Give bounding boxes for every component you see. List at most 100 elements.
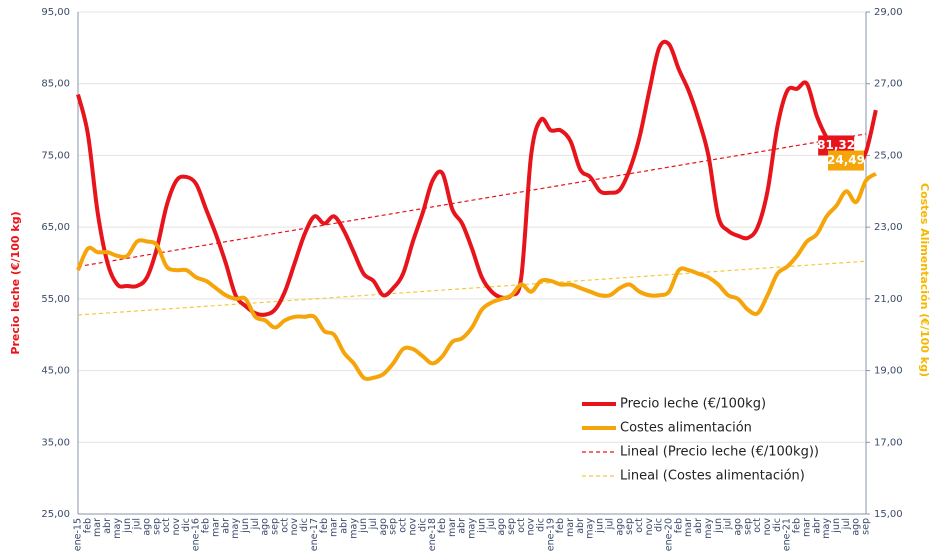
- x-tick-label: dic: [535, 518, 546, 532]
- x-tick-label: jun: [713, 518, 724, 534]
- x-tick-label: abr: [575, 518, 586, 534]
- legend-label: Costes alimentación: [620, 421, 752, 436]
- x-tick-label: mar: [565, 518, 576, 537]
- x-tick-label: mar: [683, 518, 694, 537]
- x-tick-label: jul: [368, 518, 379, 530]
- x-tick-label: jul: [132, 518, 143, 530]
- data-label-box: [828, 150, 864, 171]
- x-tick-label: ene-18: [427, 518, 438, 551]
- y2-tick-label: 23,00: [874, 222, 903, 233]
- x-tick-label: nov: [644, 518, 655, 536]
- x-tick-label: mar: [92, 518, 103, 537]
- x-tick-label: ago: [260, 518, 271, 536]
- x-tick-label: oct: [634, 518, 645, 533]
- x-tick-label: dic: [772, 518, 783, 532]
- x-tick-label: abr: [457, 518, 468, 534]
- x-tick-label: feb: [673, 518, 684, 533]
- x-tick-label: may: [821, 518, 832, 539]
- legend-label: Lineal (Costes alimentación): [620, 469, 805, 484]
- x-tick-label: ene-17: [309, 518, 320, 551]
- y2-tick-label: 29,00: [874, 7, 903, 18]
- series-line: [76, 39, 878, 317]
- x-tick-label: dic: [417, 518, 428, 532]
- x-tick-label: jun: [595, 518, 606, 534]
- x-tick-label: abr: [102, 518, 113, 534]
- x-tick-label: ago: [614, 518, 625, 536]
- y-tick-label: 95,00: [41, 7, 70, 18]
- x-tick-label: nov: [762, 518, 773, 536]
- x-tick-label: jun: [240, 518, 251, 534]
- data-label: 81,32: [817, 138, 855, 152]
- x-tick-label: feb: [82, 518, 93, 533]
- x-tick-label: mar: [210, 518, 221, 537]
- x-tick-label: jul: [723, 518, 734, 530]
- x-tick-label: ene-15: [73, 518, 84, 551]
- x-tick-label: jun: [476, 518, 487, 534]
- x-tick-label: nov: [289, 518, 300, 536]
- x-tick-label: dic: [299, 518, 310, 532]
- x-tick-label: ago: [851, 518, 862, 536]
- x-tick-label: may: [230, 518, 241, 539]
- y2-tick-label: 27,00: [874, 79, 903, 90]
- x-tick-label: jun: [358, 518, 369, 534]
- x-tick-label: oct: [516, 518, 527, 533]
- y-tick-label: 65,00: [41, 222, 70, 233]
- y2-tick-label: 17,00: [874, 437, 903, 448]
- x-tick-label: oct: [752, 518, 763, 533]
- x-tick-label: may: [112, 518, 123, 539]
- x-tick-label: ago: [732, 518, 743, 536]
- x-tick-label: mar: [447, 518, 458, 537]
- x-tick-label: sep: [861, 518, 872, 535]
- x-tick-label: abr: [338, 518, 349, 534]
- x-tick-label: may: [348, 518, 359, 539]
- x-tick-label: sep: [151, 518, 162, 535]
- x-tick-label: sep: [624, 518, 635, 535]
- x-tick-label: abr: [811, 518, 822, 534]
- x-tick-label: feb: [201, 518, 212, 533]
- x-tick-label: ago: [496, 518, 507, 536]
- y-axis-title: Precio leche (€/100 kg): [9, 211, 22, 354]
- y-tick-label: 75,00: [41, 150, 70, 161]
- x-tick-label: sep: [742, 518, 753, 535]
- x-tick-label: abr: [220, 518, 231, 534]
- x-tick-label: feb: [319, 518, 330, 533]
- x-tick-label: ene-19: [545, 518, 556, 551]
- y-tick-label: 85,00: [41, 79, 70, 90]
- x-tick-label: may: [703, 518, 714, 539]
- trendline: [77, 260, 867, 316]
- x-tick-label: feb: [792, 518, 803, 533]
- legend-label: Precio leche (€/100kg): [620, 397, 766, 412]
- data-label: 24,49: [827, 153, 865, 167]
- x-tick-label: may: [585, 518, 596, 539]
- x-tick-label: jul: [604, 518, 615, 530]
- y2-tick-label: 19,00: [874, 366, 903, 377]
- data-label-box: [818, 135, 855, 156]
- x-tick-label: ago: [378, 518, 389, 536]
- x-tick-label: dic: [181, 518, 192, 532]
- y-tick-label: 55,00: [41, 294, 70, 305]
- x-tick-label: nov: [171, 518, 182, 536]
- y2-tick-label: 25,00: [874, 150, 903, 161]
- legend-label: Lineal (Precio leche (€/100kg)): [620, 445, 819, 460]
- x-tick-label: jul: [250, 518, 261, 530]
- y2-tick-label: 15,00: [874, 509, 903, 520]
- x-tick-label: feb: [437, 518, 448, 533]
- x-tick-label: mar: [801, 518, 812, 537]
- x-tick-label: nov: [526, 518, 537, 536]
- x-tick-label: mar: [329, 518, 340, 537]
- y2-tick-label: 21,00: [874, 294, 903, 305]
- x-tick-label: oct: [161, 518, 172, 533]
- x-tick-label: ene-21: [782, 518, 793, 551]
- x-tick-label: ene-20: [664, 518, 675, 551]
- x-tick-label: sep: [506, 518, 517, 535]
- x-tick-label: jul: [841, 518, 852, 530]
- x-tick-label: dic: [654, 518, 665, 532]
- y-tick-label: 35,00: [41, 437, 70, 448]
- y2-axis-title: Costes Alimentación (€/100 kg): [918, 183, 931, 377]
- x-tick-label: nov: [407, 518, 418, 536]
- x-tick-label: sep: [270, 518, 281, 535]
- x-tick-label: oct: [279, 518, 290, 533]
- x-tick-label: jun: [122, 518, 133, 534]
- x-tick-label: oct: [398, 518, 409, 533]
